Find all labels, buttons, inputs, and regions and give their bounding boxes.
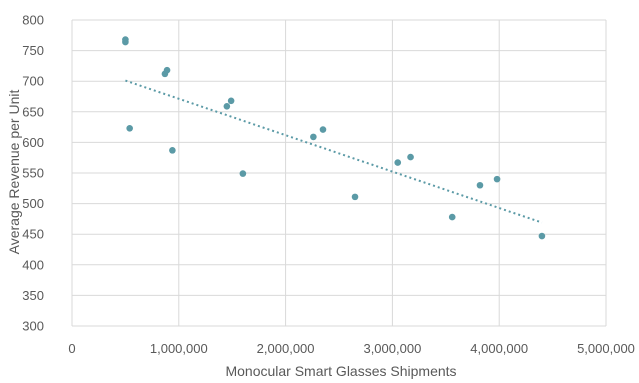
x-tick-label: 2,000,000 [257, 341, 315, 356]
data-points [122, 36, 546, 240]
x-tick-label: 3,000,000 [363, 341, 421, 356]
y-tick-label: 450 [22, 227, 44, 242]
x-tick-labels: 0 1,000,000 2,000,000 3,000,000 4,000,000 5,0… [68, 341, 635, 356]
data-point [319, 126, 327, 133]
data-point [448, 213, 456, 221]
data-point [227, 97, 235, 105]
y-tick-label: 750 [22, 43, 44, 58]
data-point [239, 170, 247, 177]
x-axis-title: Monocular Smart Glasses Shipments [225, 363, 456, 379]
data-point [126, 125, 133, 132]
y-tick-label: 350 [22, 288, 44, 303]
y-tick-label: 800 [22, 13, 44, 28]
x-tick-label: 1,000,000 [150, 341, 208, 356]
data-point [407, 153, 414, 161]
data-point [394, 159, 402, 166]
data-point [169, 147, 176, 154]
y-tick-label: 500 [22, 196, 44, 211]
trendline [125, 79, 543, 224]
data-point [351, 193, 359, 201]
gridlines [71, 19, 607, 327]
trendline-layer [125, 79, 543, 224]
x-tick-label: 0 [68, 341, 75, 356]
x-tick-label: 5,000,000 [577, 341, 635, 356]
data-point [310, 133, 317, 141]
y-tick-label: 400 [22, 257, 44, 272]
y-tick-label: 600 [22, 135, 44, 150]
x-tick-label: 4,000,000 [470, 341, 528, 356]
y-tick-label: 300 [22, 319, 44, 334]
y-tick-label: 650 [22, 104, 44, 119]
data-point [122, 38, 129, 46]
data-point [538, 232, 546, 240]
y-tick-label: 700 [22, 74, 44, 89]
data-point [493, 175, 501, 183]
y-tick-label: 550 [22, 166, 44, 181]
data-point [476, 181, 484, 189]
data-point [223, 102, 231, 110]
y-tick-labels: 300 350 400 450 500 550 600 650 700 750 800 [22, 13, 44, 334]
data-point [163, 66, 171, 74]
y-axis-title: Average Revenue per Unit [6, 90, 22, 255]
